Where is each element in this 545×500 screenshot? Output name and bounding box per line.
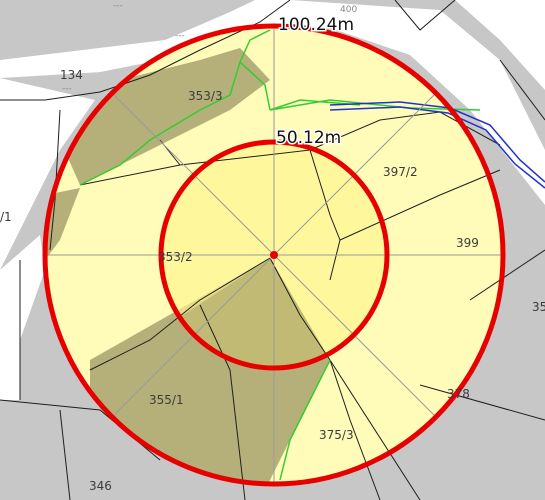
parcel-label-134: 134: [60, 68, 83, 82]
parcel-label-399: 399: [456, 236, 479, 250]
stream: [329, 101, 545, 189]
parcel-label-353-2: 353/2: [158, 250, 193, 264]
center-point-icon[interactable]: [270, 251, 278, 259]
parcel-label-346: 346: [89, 479, 112, 493]
parcel-label-375-3: 375/3: [319, 428, 354, 442]
inner-radius-circle: [158, 139, 390, 371]
parcel-label-353-3: 353/3: [188, 89, 223, 103]
parcel-label-top-b: ---: [175, 31, 185, 41]
parcel-label-400: 400: [340, 5, 357, 15]
parcel-label-397-2: 397/2: [383, 165, 418, 179]
outer-radius-circle: [42, 23, 506, 487]
parcel-label-1: /1: [0, 210, 12, 224]
parcel-label-355-1: 355/1: [149, 393, 184, 407]
parcel-label-35: 35: [532, 300, 545, 314]
inner-radius-label: 50.12m: [276, 128, 341, 148]
parcel-label-378: 378: [447, 387, 470, 401]
outer-radius-label: 100.24m: [278, 15, 354, 35]
parcel-label-top-a: ---: [113, 1, 123, 11]
parcel-label-134-sub: ---: [62, 84, 72, 94]
